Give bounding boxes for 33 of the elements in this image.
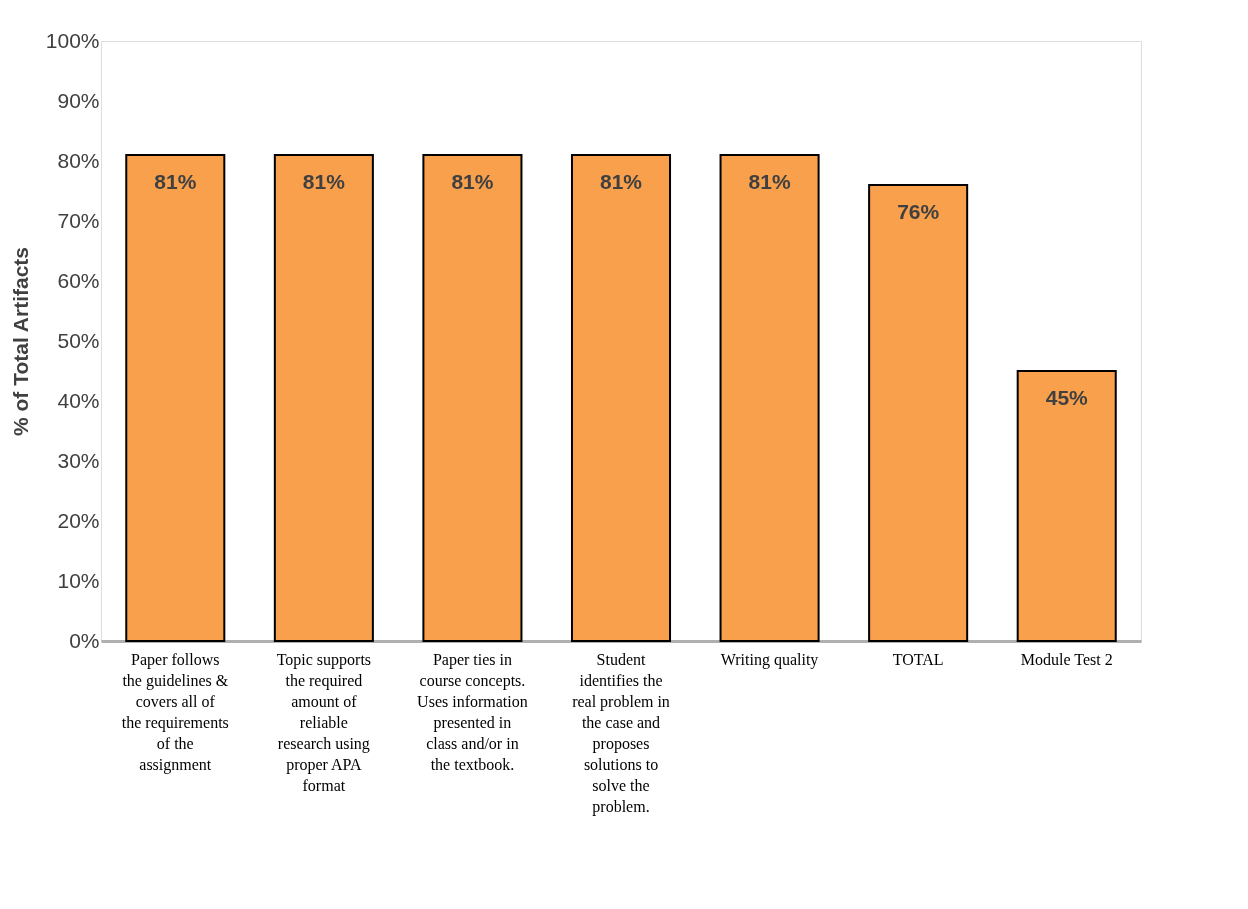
x-tick-label: Writing quality	[720, 650, 819, 669]
x-tick-label: Paper follows the guidelines & covers all of the requirements of the assignment	[121, 650, 229, 774]
y-tick-label: 50%	[57, 328, 100, 352]
y-tick-label: 30%	[57, 448, 100, 472]
x-tick-label: Paper ties in course concepts. Uses information presented in class and/or in the textbook.	[417, 650, 528, 773]
bar	[868, 184, 969, 642]
y-axis-title: % of Total Artifacts	[8, 246, 32, 437]
bar	[273, 154, 374, 642]
x-tick-label: Topic supports the required amount of reliable research using proper APA format	[276, 650, 372, 794]
bar	[1016, 370, 1117, 642]
y-tick-label: 60%	[57, 268, 100, 292]
data-label: 81%	[748, 170, 791, 193]
y-tick-label: 10%	[57, 568, 100, 592]
y-tick-label: 20%	[57, 508, 100, 532]
y-tick-label: 70%	[57, 208, 100, 232]
y-tick-label: 90%	[57, 88, 100, 112]
bar	[570, 154, 672, 642]
data-label: 76%	[897, 200, 940, 223]
data-label: 81%	[451, 170, 494, 193]
y-tick-label: 100%	[45, 28, 100, 52]
y-tick-label: 40%	[57, 388, 100, 412]
data-label: 81%	[302, 170, 346, 193]
bar	[719, 154, 820, 642]
data-label: 81%	[154, 170, 197, 193]
data-label: 45%	[1045, 386, 1089, 409]
bar	[125, 154, 226, 642]
data-label: 81%	[599, 170, 643, 193]
x-tick-label: Student identifies the real problem in the case and proposes solutions to solve the problem.	[572, 650, 670, 816]
y-tick-label: 80%	[57, 148, 100, 172]
y-tick-label: 0%	[69, 628, 100, 652]
x-tick-label: TOTAL	[892, 650, 944, 668]
bar	[422, 154, 523, 642]
x-tick-label: Module Test 2	[1020, 650, 1113, 668]
